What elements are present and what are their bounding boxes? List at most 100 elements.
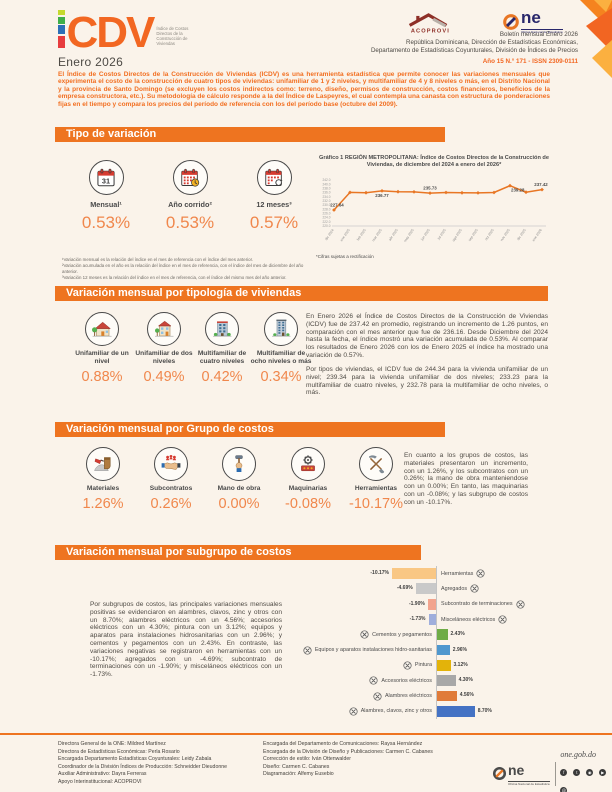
tipologia-item-2: Unifamiliar de dos niveles 0.49% (133, 312, 195, 385)
flickr-icon[interactable]: @ (560, 787, 568, 792)
tipologia-item-4: Multifamiliar de ocho niveles o más 0.34… (250, 312, 312, 385)
logo-period: Enero 2026 (58, 54, 124, 69)
one-circle-icon (503, 13, 519, 30)
tipologia-paragraph-1: En Enero 2026 el Índice de Costos Direct… (306, 313, 548, 359)
credit-line: Directora General de la ONE: Mildred Mar… (58, 741, 166, 747)
grupo-label: Subcontratos (149, 485, 193, 492)
svg-text:230.0: 230.0 (323, 203, 331, 207)
grupo-item-mano-obra: Mano de obra 0.00% (207, 447, 271, 512)
subgrupo-paragraph: Por subgrupos de costos, las principales… (90, 601, 282, 679)
svg-text:jun 2025: jun 2025 (420, 228, 431, 242)
site-link[interactable]: one.gob.do (560, 750, 596, 759)
section-title-grupo: Variación mensual por Grupo de costos (55, 422, 445, 437)
section-title-tipo-variacion: Tipo de variación (55, 127, 445, 142)
twitter-icon[interactable]: t (573, 769, 581, 776)
credits-right: Encargada del Departamento de Comunicaci… (263, 741, 473, 779)
svg-text:239.28: 239.28 (511, 188, 525, 193)
mano-de-obra-icon (235, 455, 243, 472)
maquinarias-gear-icon (301, 455, 315, 472)
instagram-icon[interactable]: ◉ (586, 769, 594, 776)
tipologia-label: Multifamiliar de cuatro niveles (197, 350, 247, 366)
bar (437, 644, 450, 656)
bar-value-label: 4.56% (459, 692, 474, 699)
svg-text:227.64: 227.64 (330, 203, 344, 208)
tipologia-value: 0.42% (201, 369, 243, 386)
bar (427, 598, 436, 610)
bar-category-label: Pintura (403, 658, 432, 673)
stat-value: 0.57% (249, 213, 299, 233)
svg-text:222.0: 222.0 (323, 220, 331, 224)
line-chart-footnote: *Cifras sujetas a rectificación (316, 254, 374, 259)
house-one-level-icon (92, 321, 112, 337)
tipologia-item-3: Multifamiliar de cuatro niveles 0.42% (191, 312, 253, 385)
svg-text:226.0: 226.0 (323, 212, 331, 216)
grupo-value: -0.08% (285, 496, 331, 513)
svg-text:oct 2025: oct 2025 (484, 228, 495, 241)
youtube-icon[interactable]: ▶ (599, 769, 607, 776)
bar-category-label: Accesorios eléctricos (369, 673, 432, 688)
bar-category-label: Cementos y pegamentos (360, 627, 432, 642)
grupo-value: 1.26% (82, 496, 124, 513)
facebook-icon[interactable]: f (560, 769, 568, 776)
miscelaneos-electricos-icon (498, 615, 507, 624)
materiales-icon (94, 457, 111, 471)
bar (392, 568, 436, 579)
stat-value: 0.53% (165, 213, 215, 233)
svg-text:feb 2025: feb 2025 (356, 228, 367, 241)
section-title-tipologia: Variación mensual por tipología de vivie… (55, 286, 548, 301)
credit-line: Coordinador de la División Índices de Pr… (58, 763, 227, 770)
credit-line: Encargada del Departamento de Comunicaci… (263, 741, 423, 747)
svg-text:232.0: 232.0 (323, 199, 331, 203)
bar-row: -1.90% Subcontrato de terminaciones (332, 597, 560, 612)
bar-value-label: -4.69% (396, 585, 413, 592)
bar-value-label: 8.70% (477, 707, 492, 714)
corner-decoration-icon (580, 0, 612, 78)
footnote: ²Variación acumulada en el año es la rel… (62, 262, 304, 274)
svg-text:242.0: 242.0 (323, 178, 331, 182)
alambres-electricos-icon (373, 691, 382, 701)
tipologia-label: Unifamiliar de un nivel (75, 350, 129, 366)
svg-text:238.0: 238.0 (323, 187, 331, 191)
svg-text:236.77: 236.77 (375, 193, 389, 198)
bar-value-label: 2.96% (452, 646, 467, 653)
svg-text:234.0: 234.0 (323, 195, 331, 199)
one-wordmark: ne (508, 761, 525, 778)
icdv-logo: CDV Índice de Costos Directos de la Cons… (58, 10, 192, 69)
grupo-label: Maquinarias (288, 485, 328, 492)
calendar-year-icon (181, 168, 200, 187)
svg-text:ene 2026: ene 2026 (531, 228, 542, 242)
bar-value-label: 4.30% (458, 677, 473, 684)
subgroup-bar-chart: -10.17% Herramientas -4.69% Agregados -1.90%… (303, 566, 560, 722)
one-circle-icon (492, 766, 507, 781)
credit-line: Encargada Departamento Estadísticas Coyu… (58, 756, 212, 762)
tipologia-value: 0.34% (260, 369, 302, 386)
tipologia-value: 0.49% (143, 369, 185, 386)
line-chart-title: Gráfico 1 REGIÓN METROPOLITANA: Índice d… (319, 155, 549, 168)
footnote: ¹Variación mensual es la relación del ín… (62, 257, 254, 262)
variation-footnotes: ¹Variación mensual es la relación del ín… (62, 257, 312, 281)
tipologia-paragraph-2: Por tipos de viviendas, el ICDV fue de 2… (306, 366, 548, 397)
stat-12-meses: 12 meses³ 0.57% (232, 160, 316, 233)
bar (437, 659, 451, 671)
one-tagline: Oficina Nacional de Estadística (508, 780, 550, 786)
svg-text:237.42: 237.42 (534, 182, 548, 187)
svg-text:sep 2025: sep 2025 (468, 228, 479, 242)
logo-subtitle: Índice de Costos Directos de la Construc… (156, 25, 189, 47)
bulletin-line: República Dominicana, Dirección de Estad… (406, 39, 578, 46)
svg-text:jul 2025: jul 2025 (436, 228, 447, 241)
credit-line: Apoyo Interinstitucional: ACOPROVI (58, 778, 142, 785)
bar-row: 3.12% Pintura (332, 658, 560, 673)
credit-line: Corrección de estilo: Iván Ottenwalder (263, 756, 351, 762)
section-title-subgrupo: Variación mensual por subgrupo de costos (55, 545, 421, 560)
bar (437, 675, 456, 687)
footer-one-block: ne Oficina Nacional de Estadística one.g… (492, 750, 612, 792)
cementos-pegamentos-icon (360, 630, 369, 639)
stat-ano-corrido: Año corrido² 0.53% (148, 160, 232, 233)
bar (428, 614, 436, 625)
calendar-12m-icon (265, 168, 283, 186)
svg-text:228.0: 228.0 (323, 207, 331, 211)
tipologia-label: Multifamiliar de ocho niveles o más (250, 350, 312, 366)
accesorios-electricos-icon (369, 676, 378, 685)
one-tagline: Oficina Nacional de Estadística (521, 29, 563, 34)
